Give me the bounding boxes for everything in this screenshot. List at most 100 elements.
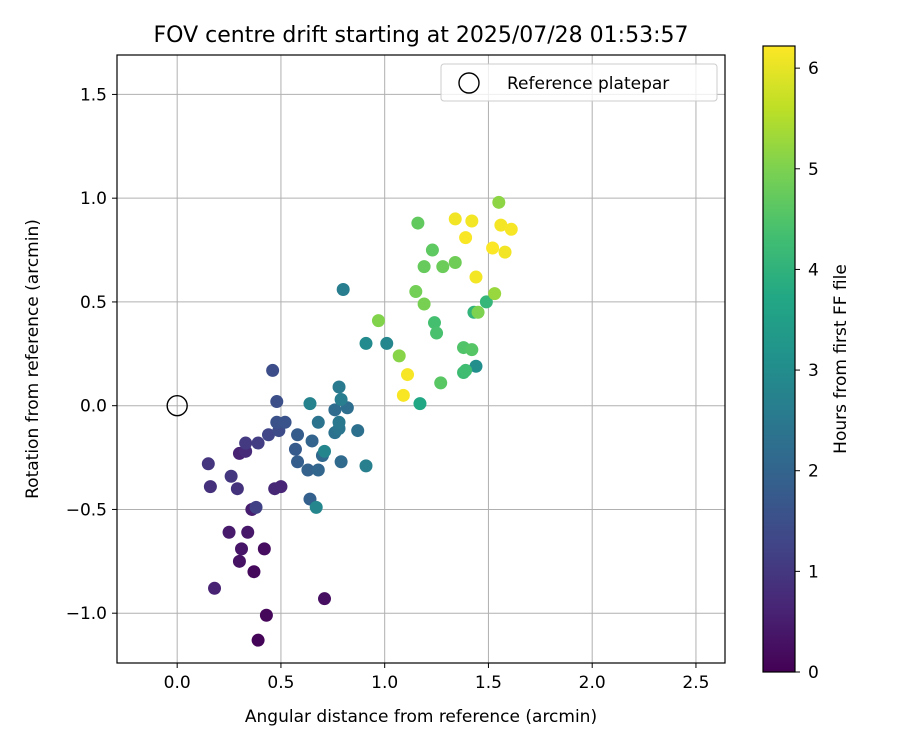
colorbar-tick-label: 2 bbox=[808, 462, 819, 482]
scatter-point bbox=[251, 633, 265, 647]
reference-platepar-marker bbox=[166, 394, 188, 417]
y-tick-label: −0.5 bbox=[66, 500, 107, 520]
scatter-point bbox=[268, 482, 282, 496]
scatter-point bbox=[305, 434, 319, 448]
scatter-point bbox=[332, 380, 346, 394]
colorbar: 0 1 2 3 4 5 6 Hours from first FF file bbox=[762, 45, 851, 683]
scatter-point bbox=[492, 195, 506, 209]
scatter-points bbox=[201, 195, 518, 647]
reference-marker-layer bbox=[166, 394, 188, 417]
x-axis-ticks: 0.0 0.5 1.0 1.5 2.0 2.5 bbox=[164, 663, 709, 693]
legend: Reference platepar bbox=[440, 63, 718, 102]
colorbar-tick-label: 1 bbox=[808, 562, 819, 582]
scatter-point bbox=[498, 245, 512, 259]
scatter-point bbox=[359, 336, 373, 350]
chart-title: FOV centre drift starting at 2025/07/28 … bbox=[154, 23, 689, 48]
scatter-point bbox=[411, 216, 425, 230]
scatter-point bbox=[270, 395, 284, 409]
scatter-point bbox=[448, 212, 462, 226]
scatter-point bbox=[504, 222, 518, 236]
scatter-point bbox=[257, 542, 271, 556]
colorbar-tick-label: 0 bbox=[808, 663, 819, 683]
y-tick-label: 0.0 bbox=[80, 397, 107, 417]
x-axis-label: Angular distance from reference (arcmin) bbox=[245, 707, 597, 727]
scatter-point bbox=[318, 592, 332, 606]
scatter-point bbox=[351, 424, 365, 438]
scatter-point bbox=[434, 376, 448, 390]
x-tick-label: 2.0 bbox=[579, 673, 606, 693]
scatter-point bbox=[413, 397, 427, 411]
scatter-point bbox=[291, 428, 305, 442]
scatter-point bbox=[288, 442, 302, 456]
scatter-point bbox=[465, 214, 479, 228]
scatter-point bbox=[427, 316, 441, 330]
legend-reference-marker bbox=[458, 72, 480, 94]
scatter-point bbox=[430, 326, 444, 340]
scatter-point bbox=[332, 415, 346, 429]
scatter-point bbox=[479, 295, 493, 309]
scatter-point bbox=[261, 428, 275, 442]
scatter-point bbox=[417, 260, 431, 274]
scatter-point bbox=[208, 581, 222, 595]
scatter-point bbox=[201, 457, 215, 471]
scatter-point bbox=[417, 297, 431, 311]
colorbar-tick-label: 3 bbox=[808, 361, 819, 381]
scatter-point bbox=[409, 285, 423, 299]
y-axis-label: Rotation from reference (arcmin) bbox=[23, 219, 43, 499]
legend-entry-reference-platepar: Reference platepar bbox=[507, 74, 669, 94]
scatter-point bbox=[359, 459, 373, 473]
legend-box bbox=[440, 63, 718, 102]
scatter-point bbox=[380, 336, 394, 350]
scatter-point bbox=[436, 260, 450, 274]
scatter-point bbox=[401, 368, 415, 382]
scatter-point bbox=[396, 388, 410, 402]
x-tick-label: 1.5 bbox=[475, 673, 502, 693]
scatter-point bbox=[465, 343, 479, 357]
scatter-point bbox=[291, 455, 305, 469]
scatter-point bbox=[311, 415, 325, 429]
x-tick-label: 0.0 bbox=[164, 673, 191, 693]
scatter-point bbox=[488, 287, 502, 301]
scatter-point bbox=[251, 436, 265, 450]
scatter-point bbox=[266, 363, 280, 377]
colorbar-tick-label: 5 bbox=[808, 160, 819, 180]
scatter-point bbox=[247, 565, 261, 579]
y-tick-label: 1.0 bbox=[80, 189, 107, 209]
scatter-point bbox=[222, 525, 236, 539]
scatter-point bbox=[301, 463, 315, 477]
colorbar-ticks: 0 1 2 3 4 5 6 bbox=[795, 59, 819, 683]
scatter-point bbox=[334, 455, 348, 469]
scatter-point bbox=[224, 469, 238, 483]
scatter-point bbox=[235, 542, 249, 556]
colorbar-gradient bbox=[762, 45, 796, 673]
plot-frame bbox=[116, 54, 726, 664]
scatter-point bbox=[469, 359, 483, 373]
scatter-point bbox=[471, 305, 485, 319]
scatter-point bbox=[259, 608, 273, 622]
scatter-point bbox=[336, 282, 350, 296]
scatter-point bbox=[392, 349, 406, 363]
scatter-point bbox=[232, 554, 246, 568]
scatter-point bbox=[318, 444, 332, 458]
scatter-point bbox=[459, 363, 473, 377]
scatter-point bbox=[328, 403, 342, 417]
scatter-point bbox=[494, 218, 508, 232]
colorbar-tick-label: 4 bbox=[808, 260, 819, 280]
x-tick-label: 2.5 bbox=[682, 673, 709, 693]
x-tick-label: 0.5 bbox=[267, 673, 294, 693]
scatter-point bbox=[239, 436, 253, 450]
y-tick-label: −1.0 bbox=[66, 604, 107, 624]
scatter-point bbox=[309, 500, 323, 514]
x-tick-label: 1.0 bbox=[371, 673, 398, 693]
scatter-point bbox=[303, 397, 317, 411]
scatter-point bbox=[371, 314, 385, 328]
y-tick-label: 0.5 bbox=[80, 293, 107, 313]
scatter-point bbox=[486, 241, 500, 255]
y-tick-label: 1.5 bbox=[80, 85, 107, 105]
scatter-point bbox=[334, 392, 348, 406]
scatter-point bbox=[425, 243, 439, 257]
colorbar-tick-label: 6 bbox=[808, 59, 819, 79]
y-axis-ticks: −1.0 −0.5 0.0 0.5 1.0 1.5 bbox=[66, 85, 117, 624]
